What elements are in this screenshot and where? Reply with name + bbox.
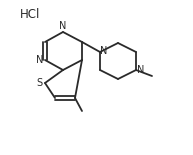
Text: N: N — [36, 55, 44, 65]
Text: HCl: HCl — [20, 9, 40, 22]
Text: S: S — [36, 78, 42, 88]
Text: N: N — [137, 65, 145, 75]
Text: N: N — [100, 46, 108, 56]
Text: N: N — [59, 21, 67, 31]
